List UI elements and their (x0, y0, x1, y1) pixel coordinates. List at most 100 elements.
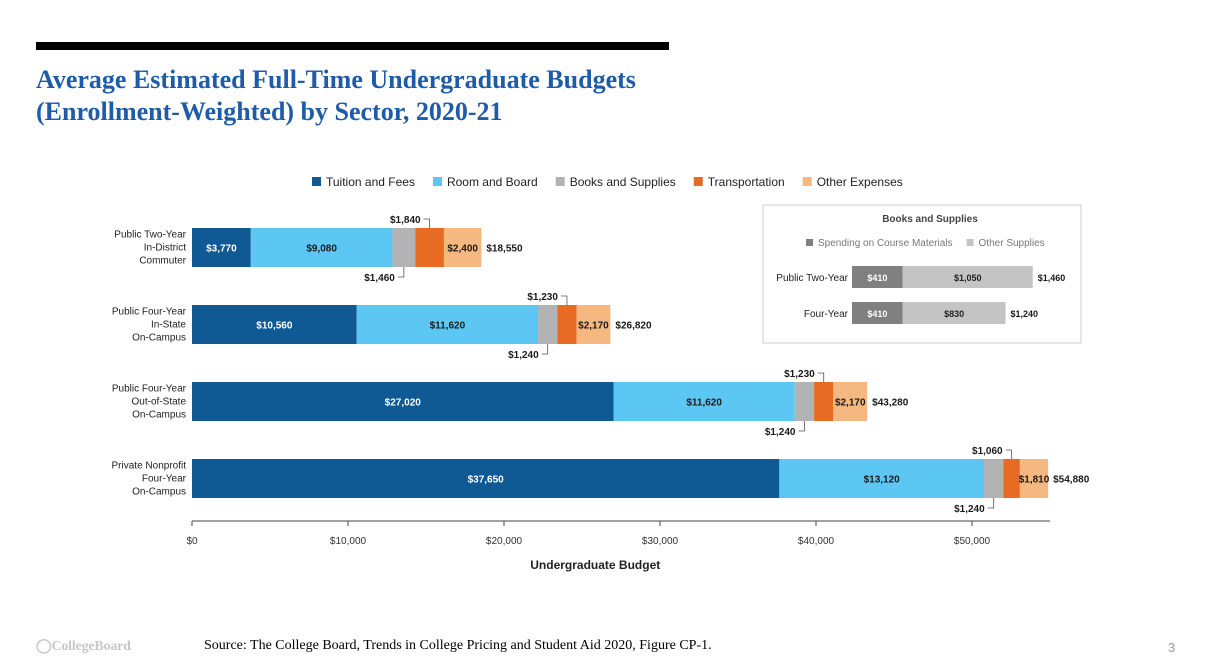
category-label: Out-of-State (132, 397, 187, 408)
data-label-room-and-board: $11,620 (430, 321, 466, 332)
bar-other-expenses (833, 382, 868, 421)
inset-data-label-spending-on-course-materials: $410 (867, 309, 887, 319)
bar-transportation (1003, 459, 1020, 498)
bar-other-expenses (443, 228, 482, 267)
inset-category-label: Public Two-Year (776, 273, 848, 284)
x-tick-label: $20,000 (486, 536, 523, 547)
category-label: Public Two-Year (114, 230, 186, 241)
acorn-icon: ◯ (36, 639, 52, 654)
inset-total-label: $1,240 (1011, 309, 1039, 319)
data-label-room-and-board: $13,120 (864, 475, 901, 486)
bar-tuition-and-fees (192, 228, 251, 267)
data-label-room-and-board: $11,620 (686, 398, 722, 409)
category-label: Commuter (139, 256, 186, 267)
inset-bar-spending-on-course-materials (852, 302, 903, 324)
bar-room-and-board (613, 382, 795, 421)
inset-category-label: Four-Year (804, 309, 849, 320)
data-label-tuition-and-fees: $37,650 (468, 475, 505, 486)
legend-swatch-books-and-supplies (555, 177, 565, 186)
leader-line-books (987, 498, 995, 509)
logo-text: CollegeBoard (51, 639, 131, 654)
bar-transportation (557, 305, 577, 344)
category-label: On-Campus (132, 410, 186, 421)
bar-tuition-and-fees (192, 305, 357, 344)
inset-data-label-other-supplies: $830 (944, 309, 964, 319)
page-number: 3 (1168, 640, 1176, 655)
total-label: $43,280 (872, 398, 909, 409)
x-tick-label: $10,000 (330, 536, 367, 547)
bar-room-and-board (356, 305, 539, 344)
category-label: Four-Year (142, 474, 187, 485)
data-label-transportation: $1,230 (527, 292, 558, 303)
x-tick-label: $40,000 (798, 536, 835, 547)
legend-label-books-and-supplies: Books and Supplies (570, 175, 676, 189)
bar-tuition-and-fees (192, 382, 614, 421)
inset-legend-label-spending-on-course-materials: Spending on Course Materials (818, 238, 953, 249)
legend-swatch-room-and-board (432, 177, 442, 186)
leader-line-books (397, 267, 405, 278)
legend-label-other-expenses: Other Expenses (817, 175, 903, 189)
category-label: Public Four-Year (112, 384, 187, 395)
data-label-room-and-board: $9,080 (306, 244, 337, 255)
inset-data-label-other-supplies: $1,050 (954, 273, 982, 283)
data-label-other-expenses: $2,400 (447, 244, 478, 255)
legend-label-room-and-board: Room and Board (447, 175, 538, 189)
category-label: On-Campus (132, 487, 186, 498)
total-label: $18,550 (486, 244, 523, 255)
slide-title-line-1: Average Estimated Full-Time Undergraduat… (36, 65, 636, 94)
data-label-books-supplies: $1,240 (765, 427, 796, 438)
leader-line-transportation (1005, 449, 1013, 459)
data-label-tuition-and-fees: $10,560 (256, 321, 293, 332)
bar-other-expenses (1019, 459, 1049, 498)
category-label: Public Four-Year (112, 307, 187, 318)
data-label-books-supplies: $1,240 (508, 350, 539, 361)
bar-tuition-and-fees (192, 459, 780, 498)
category-label: In-District (144, 243, 186, 254)
inset-total-label: $1,460 (1038, 273, 1066, 283)
leader-line-books (798, 421, 805, 432)
category-label: In-State (151, 320, 186, 331)
leader-line-books (541, 344, 549, 355)
category-label: Private Nonprofit (112, 461, 187, 472)
x-tick-label: $30,000 (642, 536, 679, 547)
category-label: On-Campus (132, 333, 186, 344)
budget-chart: Tuition and Fees Room and Board Books and … (112, 175, 1090, 572)
legend-swatch-other-expenses (802, 177, 812, 186)
legend-swatch-tuition-and-fees (312, 177, 321, 186)
inset-bar-spending-on-course-materials (852, 266, 903, 288)
data-label-other-expenses: $2,170 (578, 321, 609, 332)
leader-line-transportation (560, 295, 568, 305)
leader-line-transportation (817, 372, 825, 382)
data-label-books-supplies: $1,460 (364, 273, 395, 284)
legend-label-transportation: Transportation (708, 175, 785, 189)
data-label-transportation: $1,060 (972, 446, 1003, 457)
bar-books-and-supplies (392, 228, 416, 267)
inset-legend-label-other-supplies: Other Supplies (979, 238, 1045, 249)
data-label-tuition-and-fees: $27,020 (385, 398, 422, 409)
data-label-tuition-and-fees: $3,770 (206, 244, 237, 255)
x-tick-label: $0 (186, 536, 198, 547)
slide-title-line-2: (Enrollment-Weighted) by Sector, 2020-21 (36, 97, 503, 126)
legend-swatch-transportation (693, 177, 703, 186)
inset-title: Books and Supplies (882, 214, 978, 225)
leader-line-transportation (423, 218, 430, 228)
bar-transportation (415, 228, 444, 267)
x-axis-title: Undergraduate Budget (530, 558, 660, 572)
x-tick-label: $50,000 (954, 536, 991, 547)
bar-books-and-supplies (794, 382, 815, 421)
legend-label-tuition-and-fees: Tuition and Fees (326, 175, 415, 189)
bar-books-and-supplies (984, 459, 1004, 498)
title-rule (36, 42, 669, 50)
bar-other-expenses (576, 305, 611, 344)
bar-books-and-supplies (538, 305, 558, 344)
data-label-other-expenses: $2,170 (835, 398, 866, 409)
inset-legend-swatch-other-supplies (966, 239, 974, 246)
total-label: $54,880 (1053, 475, 1090, 486)
source-note: Source: The College Board, Trends in Col… (204, 638, 712, 653)
total-label: $26,820 (615, 321, 652, 332)
data-label-transportation: $1,230 (784, 369, 815, 380)
collegeboard-logo: ◯CollegeBoard (36, 638, 131, 655)
inset-bar-other-supplies (902, 266, 1033, 288)
inset-legend-swatch-spending-on-course-materials (806, 239, 813, 246)
inset-bar-other-supplies (902, 302, 1006, 324)
